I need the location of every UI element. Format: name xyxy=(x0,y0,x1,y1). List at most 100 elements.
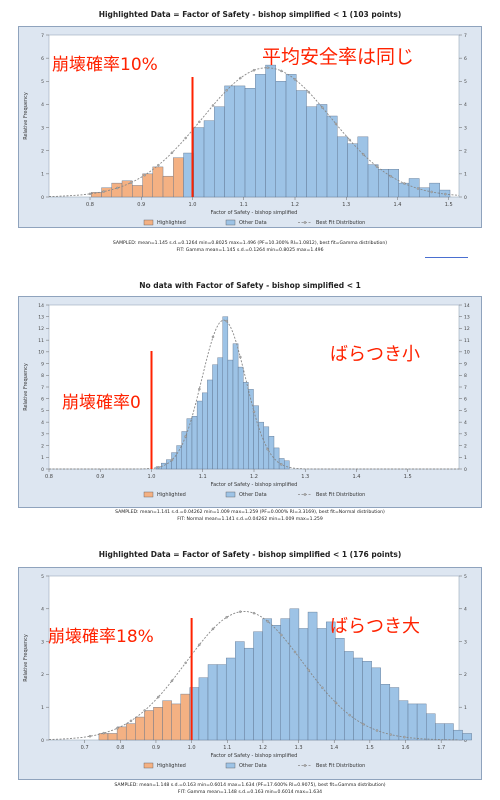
y-tick-label: 12 xyxy=(38,326,44,332)
y-tick-label-right: 0 xyxy=(464,195,467,201)
y-tick-label-right: 6 xyxy=(464,56,467,62)
best-fit-marker xyxy=(252,410,256,414)
y-tick-label: 7 xyxy=(41,385,44,391)
bar-other xyxy=(337,136,348,198)
bar-other xyxy=(444,723,454,741)
legend-swatch-other xyxy=(225,219,236,226)
y-tick-label: 9 xyxy=(41,361,44,367)
best-fit-marker xyxy=(293,650,297,654)
chart-3-title: Highlighted Data = Factor of Safety - bi… xyxy=(98,550,402,559)
best-fit-marker xyxy=(211,104,215,107)
legend-label-other: Other Data xyxy=(239,492,267,498)
bar-other xyxy=(344,651,354,741)
chart-3-svg: 0 0 1 1 2 2 3 3 4 4 5 5 0.7 0.8 0.9 1.0 1.1 1.2 1.3 1.4 1.5 1… xyxy=(23,574,472,769)
y-tick-label: 1 xyxy=(41,455,44,461)
best-fit-marker xyxy=(143,709,146,712)
bar-other xyxy=(273,447,280,470)
legend-swatch-other xyxy=(225,491,236,498)
bar-highlighted xyxy=(98,733,109,741)
x-tick-label: 1.6 xyxy=(402,745,410,751)
y-tick-label: 7 xyxy=(41,33,44,39)
chart-3-annotation-left: 崩壊確率18% xyxy=(48,627,154,647)
best-fit-marker xyxy=(362,153,365,156)
bar-other xyxy=(243,382,249,470)
bar-other xyxy=(398,700,409,741)
best-fit-marker xyxy=(321,106,324,109)
best-fit-marker xyxy=(307,669,310,672)
y-tick-label-right: 9 xyxy=(464,361,467,367)
bar-other xyxy=(353,657,363,741)
x-tick-label: 1.3 xyxy=(342,202,350,208)
bar-other xyxy=(388,169,399,198)
best-fit-marker xyxy=(88,192,92,196)
best-fit-marker xyxy=(334,122,338,126)
best-fit-marker xyxy=(403,182,406,185)
best-fit-marker xyxy=(252,611,256,615)
bar-other xyxy=(203,120,215,198)
bar-other xyxy=(307,611,318,741)
bar-other xyxy=(193,127,205,198)
best-fit-marker xyxy=(170,458,174,462)
bar-other xyxy=(202,392,208,470)
y-tick-label-right: 6 xyxy=(464,397,467,403)
x-tick-label: 1.0 xyxy=(189,202,197,208)
x-tick-label: 1.0 xyxy=(188,745,196,751)
best-fit-marker xyxy=(157,695,160,699)
best-fit-marker xyxy=(430,190,433,194)
y-tick-label: 1 xyxy=(41,172,44,178)
bar-other xyxy=(462,733,472,741)
best-fit-marker xyxy=(280,69,283,73)
best-fit-marker xyxy=(389,174,392,178)
legend-label-bestfit: Best Fit Distribution xyxy=(316,220,365,226)
x-tick-label: 1.4 xyxy=(394,202,402,208)
bar-other xyxy=(380,684,391,741)
x-tick-label: 1.2 xyxy=(259,745,267,751)
bar-other xyxy=(426,713,436,741)
bar-other xyxy=(407,703,418,741)
y-tick-label: 0 xyxy=(41,467,44,473)
best-fit-marker xyxy=(170,151,174,154)
best-fit-marker xyxy=(129,181,133,184)
x-tick-label: 0.8 xyxy=(116,745,124,751)
chart-2-annotation-right: ばらつき小 xyxy=(330,344,420,365)
y-tick-label-right: 5 xyxy=(464,408,467,414)
chart-2-stats-line1: SAMPLED: mean=1.141 s.d.=0.04262 min=1.0… xyxy=(115,510,385,515)
bar-other xyxy=(347,143,358,198)
bar-other xyxy=(389,687,400,741)
best-fit-marker xyxy=(198,387,201,391)
y-tick-label-right: 2 xyxy=(464,443,467,449)
y-tick-label-right: 1 xyxy=(464,455,467,461)
bar-other xyxy=(216,664,227,741)
chart-1-annotation-right: 平均安全率は同じ xyxy=(262,46,415,68)
bar-other xyxy=(244,88,256,198)
chart-1-stats-line2: FIT: Gamma mean=1.145 s.d.=0.1264 min=0.… xyxy=(176,248,324,253)
best-fit-marker xyxy=(266,620,269,623)
y-tick-label: 5 xyxy=(41,408,44,414)
legend-marker-bestfit xyxy=(303,221,307,224)
best-fit-marker xyxy=(403,735,406,739)
chart-1-annotation-left: 崩壊確率10% xyxy=(52,55,158,75)
y-tick-label: 13 xyxy=(38,315,44,321)
best-fit-marker xyxy=(225,89,228,92)
best-fit-marker xyxy=(239,76,242,80)
bar-other xyxy=(235,641,245,741)
x-tick-label: 1.0 xyxy=(148,474,156,480)
x-axis-label: Factor of Safety - bishop simplified xyxy=(211,210,298,216)
best-fit-marker xyxy=(211,335,215,339)
bar-other xyxy=(224,85,235,198)
x-tick-label: 0.8 xyxy=(86,202,94,208)
legend-marker-bestfit xyxy=(303,764,307,767)
bar-other xyxy=(280,618,291,741)
bar-other xyxy=(275,81,287,198)
bar-other xyxy=(268,435,275,470)
x-tick-label: 0.7 xyxy=(81,745,89,751)
y-tick-label: 3 xyxy=(41,432,44,438)
best-fit-marker xyxy=(184,661,187,665)
bar-highlighted xyxy=(91,192,102,198)
bar-other xyxy=(237,366,244,470)
y-tick-label-right: 2 xyxy=(464,149,467,155)
best-fit-marker xyxy=(184,435,187,438)
x-axis-label: Factor of Safety - bishop simplified xyxy=(211,482,298,488)
best-fit-marker xyxy=(225,616,228,619)
y-tick-label-right: 14 xyxy=(464,303,470,309)
